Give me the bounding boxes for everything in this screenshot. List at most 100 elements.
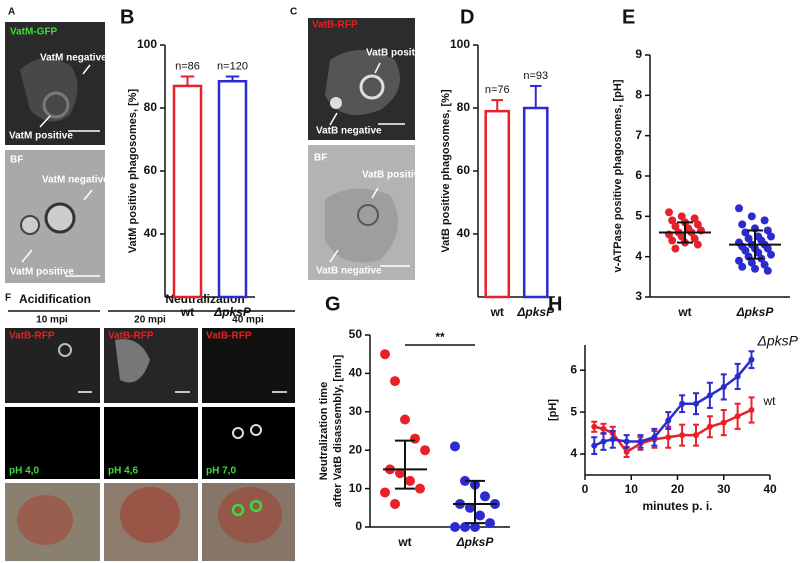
bar — [217, 79, 248, 299]
y-tick-label: 100 — [450, 37, 470, 51]
panel-letter: H — [548, 293, 562, 315]
x-tick-label: wt — [490, 305, 504, 319]
ph-label: pH 7,0 — [206, 466, 236, 477]
data-point — [380, 349, 390, 360]
data-point — [465, 502, 475, 513]
data-point — [741, 246, 750, 255]
data-point — [395, 468, 405, 479]
n-label: n=93 — [523, 70, 548, 82]
data-point — [748, 407, 755, 413]
n-label: n=76 — [485, 84, 510, 96]
cell — [120, 487, 180, 543]
x-tick-label: 40 — [763, 482, 777, 496]
panel-c: C VatB-RFP VatB positive VatB negative B… — [290, 7, 429, 280]
y-tick-label: 50 — [349, 327, 363, 341]
image-label: VatB positive — [362, 170, 425, 181]
data-point — [690, 234, 699, 243]
arrow — [374, 62, 381, 74]
data-point — [390, 498, 400, 509]
data-point — [480, 491, 490, 502]
data-point — [671, 244, 680, 253]
stain-label: VatB-RFP — [9, 331, 55, 342]
x-axis-label: minutes p. i. — [642, 499, 712, 513]
time-label: 40 mpi — [232, 315, 264, 326]
data-point — [600, 438, 607, 445]
series-line — [593, 358, 753, 447]
data-point — [735, 204, 743, 213]
y-tick-label: 60 — [144, 163, 158, 177]
x-tick-label: 10 — [625, 482, 639, 496]
data-point — [706, 423, 713, 430]
y-tick-label: 40 — [349, 366, 363, 380]
arrow — [83, 189, 93, 201]
x-tick-label: wt — [180, 305, 194, 319]
data-point — [623, 448, 630, 455]
image-label: VatM positive — [9, 131, 73, 142]
y-tick-label: 6 — [635, 168, 642, 182]
data-point — [600, 425, 607, 432]
arrow — [329, 112, 338, 126]
y-tick-label: 5 — [570, 404, 577, 418]
time-label: 10 mpi — [36, 315, 68, 326]
data-point — [415, 483, 425, 494]
phagosome — [231, 503, 245, 517]
data-point — [677, 212, 686, 221]
data-point — [400, 414, 410, 425]
phagosome — [330, 97, 342, 109]
y-tick-label: 10 — [349, 481, 363, 495]
bar — [172, 84, 203, 299]
n-label: n=86 — [175, 60, 200, 72]
data-point — [720, 383, 727, 390]
cell — [218, 487, 282, 543]
y-tick-label: 80 — [144, 100, 158, 114]
data-point — [665, 208, 673, 217]
arrow — [39, 115, 51, 128]
micrograph — [104, 407, 198, 479]
data-point — [637, 438, 644, 445]
ph-label: pH 4,6 — [108, 466, 138, 477]
y-axis-label: VatB positive phagosomes, [%] — [440, 89, 452, 253]
data-point — [760, 216, 769, 225]
micrograph — [5, 328, 100, 403]
panel-letter: E — [622, 6, 635, 28]
data-point — [475, 510, 485, 521]
significance-label: ** — [435, 330, 445, 344]
data-point — [679, 400, 686, 407]
data-point — [693, 400, 699, 407]
image-label: BF — [10, 155, 23, 166]
y-tick-label: 5 — [635, 209, 642, 223]
data-point — [668, 236, 677, 245]
n-label: n=120 — [217, 60, 248, 72]
phagosome — [359, 74, 385, 100]
data-point — [754, 248, 763, 257]
cell — [325, 188, 398, 263]
data-point — [410, 433, 420, 444]
y-tick-label: 60 — [457, 163, 471, 177]
y-axis-label: after VatB disassembly, [min] — [332, 354, 344, 507]
y-tick-label: 4 — [570, 446, 577, 460]
data-point — [763, 226, 772, 235]
image-label: VatB positive — [366, 48, 429, 59]
image-label: VatB negative — [316, 266, 382, 277]
cell — [115, 339, 150, 383]
data-point — [738, 220, 747, 229]
data-point — [763, 244, 772, 253]
x-tick-label: wt — [397, 535, 411, 549]
x-tick-label: 20 — [671, 482, 685, 496]
data-point — [748, 356, 755, 363]
data-point — [767, 232, 775, 241]
x-tick-label: ΔpksP — [516, 305, 555, 319]
micrograph — [202, 407, 295, 479]
data-point — [720, 419, 727, 426]
y-tick-label: 20 — [349, 442, 363, 456]
series-label: ΔpksP — [757, 332, 799, 348]
data-point — [390, 376, 400, 387]
data-point — [450, 441, 460, 452]
micrograph — [5, 407, 100, 479]
data-point — [591, 423, 598, 430]
panel-letter: D — [460, 6, 474, 28]
data-point — [677, 232, 686, 241]
data-point — [651, 434, 658, 441]
phagosome — [357, 204, 379, 226]
